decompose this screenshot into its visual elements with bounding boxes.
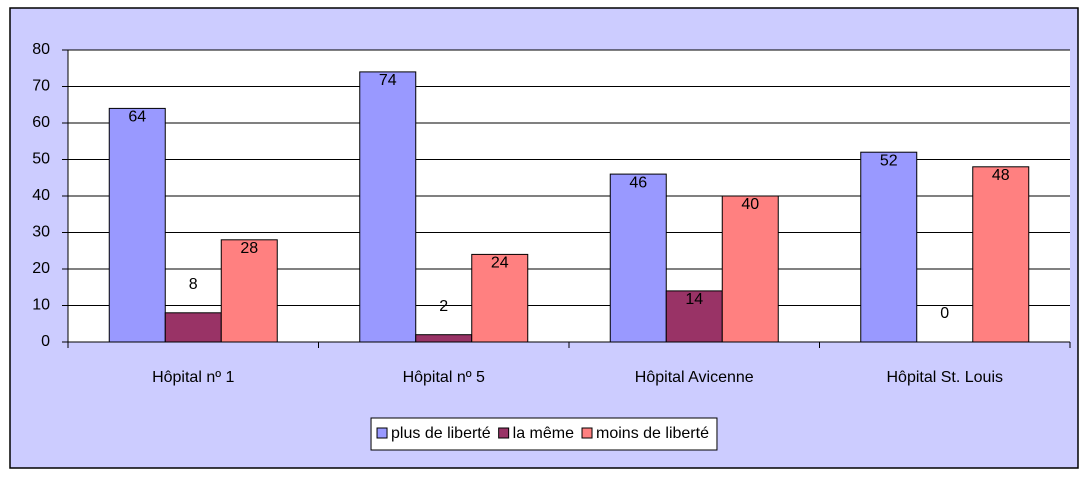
x-tick-label: Hôpital St. Louis [886,369,1003,386]
bar [721,195,779,343]
legend-swatch [581,427,593,439]
data-label: 8 [189,276,198,293]
legend-swatch [498,427,510,439]
y-tick-label: 0 [41,333,50,350]
legend-label: moins de liberté [596,425,709,442]
y-tick-label: 60 [32,114,50,131]
y-tick-label: 10 [32,297,50,314]
data-label: 24 [491,255,509,272]
data-label: 46 [629,174,647,191]
data-label: 0 [940,305,949,322]
data-label: 40 [741,196,759,213]
bar [415,334,473,343]
y-tick-label: 20 [32,260,50,277]
bar [164,312,222,343]
x-tick-label: Hôpital Avicenne [635,369,754,386]
x-tick-label: Hôpital nº 1 [152,369,234,386]
y-tick-label: 30 [32,224,50,241]
bar [860,151,918,343]
data-label: 74 [379,72,397,89]
legend: plus de liberté la même moins de liberté [370,417,718,451]
data-label: 2 [439,298,448,315]
bar [220,239,278,343]
y-tick-label: 40 [32,187,50,204]
legend-swatch [376,427,388,439]
bar [359,71,417,343]
x-tick-label: Hôpital nº 5 [403,369,485,386]
data-label: 28 [240,240,258,257]
bar [609,173,667,343]
bar [665,290,723,343]
y-tick-label: 70 [32,78,50,95]
data-label: 64 [128,109,146,126]
bar [108,107,166,343]
legend-label: la même [513,425,574,442]
legend-label: plus de liberté [391,425,491,442]
y-tick-label: 80 [32,41,50,58]
data-label: 14 [685,291,703,308]
legend-box [370,417,718,451]
bar [972,166,1030,343]
data-label: 48 [992,167,1010,184]
data-label: 52 [880,152,898,169]
y-tick-label: 50 [32,151,50,168]
